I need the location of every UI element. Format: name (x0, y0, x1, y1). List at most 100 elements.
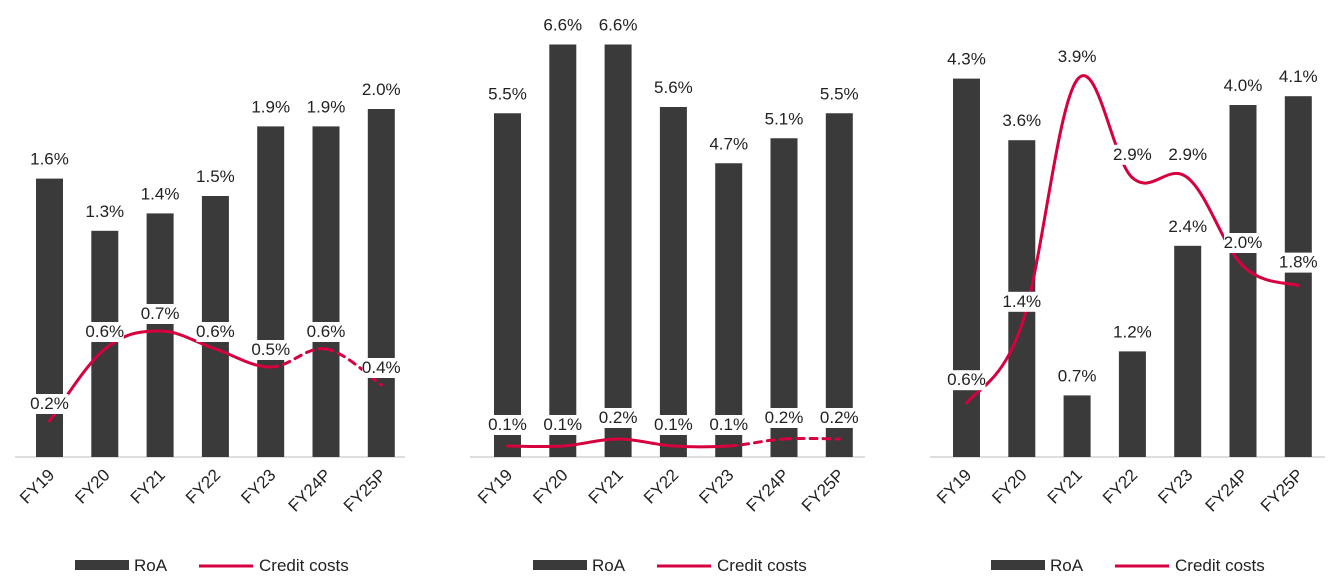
roa-data-label-fy19: 5.5% (488, 84, 527, 103)
x-tick-label-fy19: FY19 (16, 465, 58, 507)
x-tick-label-fy20: FY20 (529, 465, 571, 507)
credit-costs-line-segment-1 (965, 323, 1024, 405)
credit-costs-label-bg-fy22 (196, 322, 235, 342)
roa-data-label-fy19: 1.6% (30, 150, 69, 169)
credit-costs-data-label-fy20: 0.1% (543, 415, 582, 434)
x-tick-label-fy23: FY23 (1154, 465, 1196, 507)
roa-bar-fy25p (367, 109, 395, 457)
roa-bar-fy24p (1229, 105, 1257, 457)
credit-costs-label-bg-fy21 (141, 304, 180, 324)
credit-costs-line-segment-5 (269, 347, 328, 369)
x-tick-label-fy19: FY19 (933, 465, 975, 507)
roa-data-label-fy22: 5.6% (654, 78, 693, 97)
x-tick-label-fy23: FY23 (695, 465, 737, 507)
credit-costs-line-segment-4 (671, 444, 731, 449)
x-tick-label-fy25p: FY25P (1257, 465, 1307, 515)
credit-costs-line-segment-1 (48, 347, 107, 423)
roa-bar-fy19 (36, 178, 63, 457)
legend-label-roa: RoA (1050, 556, 1084, 575)
x-tick-label-fy21: FY21 (585, 465, 627, 507)
credit-costs-label-bg-fy24p (1224, 233, 1262, 253)
x-tick-label-fy20: FY20 (71, 465, 113, 507)
credit-costs-data-label-fy20: 0.6% (85, 322, 124, 341)
roa-bar-fy21 (1063, 395, 1091, 457)
x-tick-label-fy24p: FY24P (743, 465, 793, 515)
roa-bar-fy19 (953, 78, 980, 457)
credit-costs-label-bg-fy23 (251, 340, 290, 360)
credit-costs-line-segment-1 (506, 444, 565, 449)
credit-costs-data-label-fy24p: 2.0% (1224, 233, 1263, 252)
credit-costs-data-label-fy21: 0.7% (141, 304, 180, 323)
credit-costs-label-bg-fy24p (307, 322, 345, 342)
legend-label-credit-costs: Credit costs (1175, 556, 1265, 575)
legend-label-credit-costs: Credit costs (259, 556, 349, 575)
roa-bar-fy21 (604, 44, 632, 457)
roa-data-label-fy21: 1.4% (141, 184, 180, 203)
credit-costs-data-label-fy24p: 0.6% (307, 322, 346, 341)
credit-costs-data-label-fy23: 0.5% (251, 340, 290, 359)
credit-costs-line-segment-4 (1130, 171, 1190, 185)
roa-data-label-fy24p: 1.9% (307, 97, 346, 116)
credit-costs-line-segment-5 (1186, 176, 1245, 268)
legend-label-credit-costs: Credit costs (717, 556, 807, 575)
legend-label-roa: RoA (134, 556, 168, 575)
credit-costs-line-segment-2 (103, 329, 162, 351)
x-tick-label-fy22: FY22 (640, 465, 682, 507)
roa-data-label-fy24p: 5.1% (765, 109, 804, 128)
credit-costs-label-bg-fy19 (488, 415, 527, 435)
roa-data-label-fy20: 6.6% (543, 16, 582, 35)
credit-costs-label-bg-fy20 (543, 415, 582, 435)
credit-costs-data-label-fy22: 0.6% (196, 322, 235, 341)
roa-bar-fy23 (715, 163, 743, 457)
roa-data-label-fy24p: 4.0% (1224, 76, 1263, 95)
credit-costs-label-bg-fy19 (947, 370, 986, 391)
roa-data-label-fy25p: 5.5% (820, 84, 859, 103)
credit-costs-label-bg-fy24p (765, 408, 803, 428)
credit-costs-data-label-fy20: 1.4% (1002, 292, 1041, 311)
roa-data-label-fy20: 1.3% (85, 202, 124, 221)
roa-bar-fy19 (494, 113, 521, 457)
roa-data-label-fy21: 6.6% (599, 16, 638, 35)
roa-data-label-fy23: 4.7% (709, 134, 748, 153)
credit-costs-data-label-fy19: 0.1% (488, 415, 527, 434)
x-tick-label-fy25p: FY25P (798, 465, 848, 515)
roa-data-label-fy20: 3.6% (1002, 111, 1041, 130)
x-tick-label-fy20: FY20 (988, 465, 1030, 507)
x-tick-label-fy22: FY22 (1099, 465, 1141, 507)
roa-bar-fy23 (1174, 245, 1202, 457)
roa-bar-fy22 (1118, 351, 1146, 457)
credit-costs-line-segment-6 (324, 347, 383, 387)
credit-costs-data-label-fy22: 2.9% (1113, 145, 1152, 164)
roa-data-label-fy23: 2.4% (1168, 217, 1207, 236)
roa-bar-fy23 (257, 126, 285, 458)
credit-costs-data-label-fy23: 0.1% (709, 415, 748, 434)
credit-costs-label-bg-fy19 (30, 394, 69, 414)
credit-costs-line-segment-2 (561, 437, 620, 448)
roa-bar-fy20 (549, 44, 577, 457)
x-tick-label-fy19: FY19 (474, 465, 516, 507)
credit-costs-data-label-fy24p: 0.2% (765, 408, 804, 427)
credit-costs-line-segment-6 (782, 436, 841, 441)
credit-costs-label-bg-fy23 (709, 415, 748, 435)
credit-costs-label-bg-fy25p (1279, 252, 1318, 273)
x-tick-label-fy22: FY22 (182, 465, 224, 507)
credit-costs-data-label-fy25p: 1.8% (1279, 253, 1318, 272)
credit-costs-data-label-fy23: 2.9% (1168, 145, 1207, 164)
credit-costs-data-label-fy21: 0.2% (599, 408, 638, 427)
legend-swatch-roa (533, 560, 587, 570)
legend-swatch-roa (991, 560, 1045, 570)
roa-data-label-fy25p: 2.0% (362, 80, 401, 99)
roa-data-label-fy25p: 4.1% (1279, 67, 1318, 86)
roa-data-label-fy22: 1.5% (196, 167, 235, 186)
x-tick-label-fy21: FY21 (127, 465, 169, 507)
credit-costs-line-segment-3 (1075, 74, 1134, 180)
roa-bar-fy21 (146, 213, 174, 457)
credit-costs-data-label-fy22: 0.1% (654, 415, 693, 434)
chart-panel-1: 1.6% 1.3% 1.4% 1.5% 1.9% 1.9% 2.0% 0.2% 0.6% 0.7%… (15, 80, 405, 575)
credit-costs-line-segment-3 (616, 437, 675, 448)
credit-costs-line-segment-5 (727, 437, 786, 448)
credit-costs-line-segment-3 (158, 329, 217, 351)
credit-costs-line-segment-4 (213, 347, 273, 369)
roa-bar-fy25p (1284, 96, 1312, 457)
credit-costs-label-bg-fy20 (1002, 291, 1041, 312)
